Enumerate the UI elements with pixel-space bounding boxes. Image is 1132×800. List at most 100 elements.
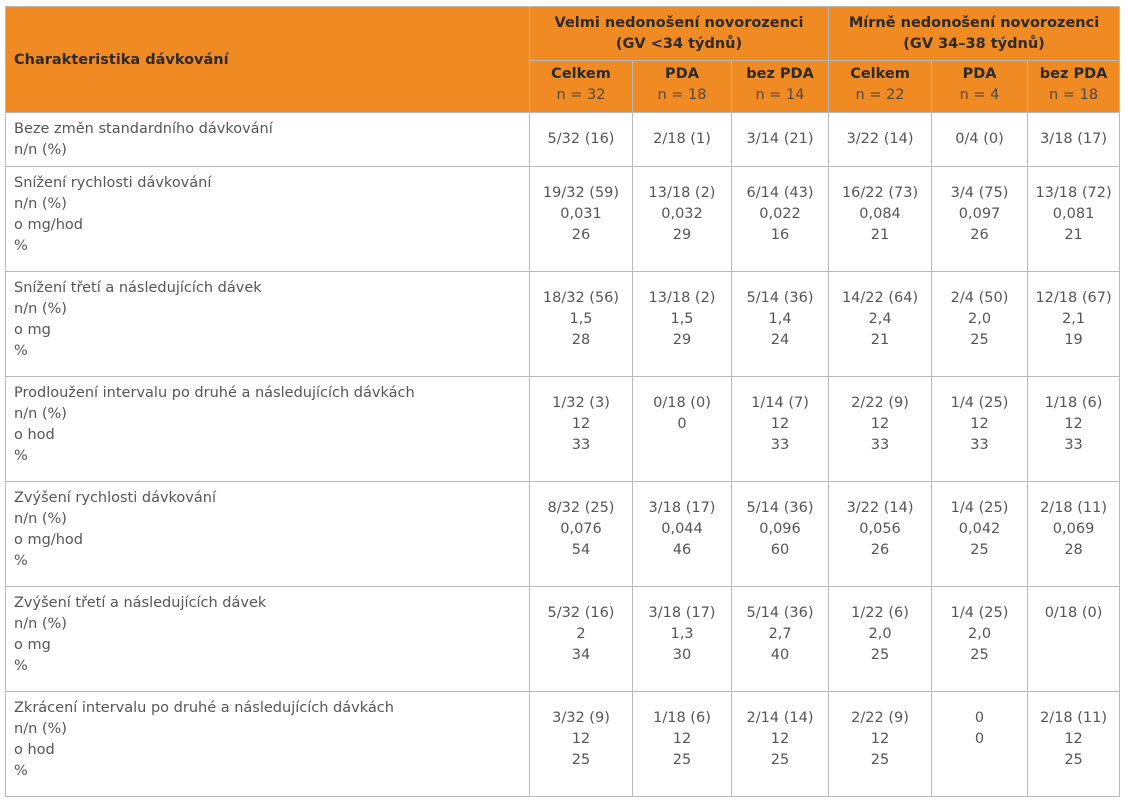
row-label-line: %: [14, 658, 28, 674]
cell-value: 25: [970, 647, 989, 663]
table-cell: 1/4 (25) 12 33: [931, 376, 1029, 482]
cell-value: 2/22 (9): [851, 395, 909, 411]
cell-value: 0,097: [958, 206, 1001, 222]
column-header-n: n = 4: [959, 87, 1000, 103]
cell-value: 12: [571, 416, 591, 432]
cell-value: 60: [770, 542, 790, 558]
cell-value: 5/14 (36): [746, 500, 814, 516]
row-label-line: o mg/hod: [14, 532, 83, 548]
table-cell: 5/14 (36) 2,7 40: [730, 586, 830, 692]
table-row: Zkrácení intervalu po druhé a následujíc…: [5, 691, 1121, 797]
table-cell: 5/32 (16) 2 34: [529, 586, 633, 692]
cell-value: 1/18 (6): [1044, 395, 1103, 411]
group-header-moderately-preterm: Mírně nedonošení novorozenci (GV 34–38 t…: [828, 6, 1121, 61]
cell-value: 33: [970, 437, 989, 453]
cell-value: 21: [870, 332, 890, 348]
cell-value: 5/32 (16): [547, 605, 615, 621]
row-label-line: o hod: [14, 742, 55, 758]
dosing-table-container: Charakteristika dávkování Velmi nedonoše…: [5, 6, 1121, 797]
cell-value: 5/14 (36): [746, 605, 814, 621]
table-cell: 14/22 (64) 2,4 21: [828, 271, 933, 377]
cell-value: 12: [672, 731, 692, 747]
cell-value: 0,081: [1052, 206, 1095, 222]
cell-value: 0/4 (0): [955, 131, 1004, 147]
cell-value: 2: [576, 626, 586, 642]
cell-value: 2,0: [968, 626, 992, 642]
cell-value: 25: [870, 752, 890, 768]
cell-value: 14/22 (64): [841, 290, 919, 306]
table-row: Snížení rychlosti dávkování n/n (%) o mg/h…: [5, 166, 1121, 272]
column-header-label: PDA: [665, 66, 699, 82]
cell-value: 5/14 (36): [746, 290, 814, 306]
table-cell: 1/14 (7) 12 33: [730, 376, 830, 482]
cell-value: 0,069: [1052, 521, 1095, 537]
cell-value: 3/18 (17): [1040, 131, 1108, 147]
row-label-line: %: [14, 553, 28, 569]
subheader-row: Celkem n = 32 PDA n = 18 bez PDA n = 14 Cel…: [6, 60, 1121, 113]
cell-value: 3/32 (9): [552, 710, 610, 726]
table-cell: 13/18 (2) 1,5 29: [632, 271, 732, 377]
table-cell: 0/18 (0) 0: [632, 376, 732, 482]
cell-value: 13/18 (2): [648, 290, 716, 306]
cell-value: 3/18 (17): [648, 605, 716, 621]
row-label-line: o mg: [14, 322, 51, 338]
table-cell: 1/18 (6) 12 25: [632, 691, 732, 797]
table-cell: 12/18 (67) 2,1 19: [1027, 271, 1121, 377]
cell-value: 16: [770, 227, 790, 243]
row-characteristic: Beze změn standardního dávkování n/n (%): [5, 112, 530, 167]
column-header: Celkem n = 22: [828, 60, 933, 113]
column-header-label: PDA: [962, 66, 997, 82]
table-row: Zvýšení rychlosti dávkování n/n (%) o mg/h…: [5, 481, 1121, 587]
table-cell: 2/18 (1): [632, 112, 732, 167]
table-cell: 2/4 (50) 2,0 25: [931, 271, 1029, 377]
table-cell: 19/32 (59) 0,031 26: [529, 166, 633, 272]
column-header: PDA n = 18: [632, 60, 732, 113]
cell-value: 25: [571, 752, 591, 768]
cell-value: 0,031: [560, 206, 602, 222]
cell-value: 0/18 (0): [1044, 605, 1103, 621]
row-label-line: n/n (%): [14, 196, 67, 212]
cell-value: 13/18 (2): [648, 185, 716, 201]
table-cell: 3/22 (14) 0,056 26: [828, 481, 933, 587]
cell-value: 12: [870, 416, 890, 432]
cell-value: 8/32 (25): [547, 500, 615, 516]
row-label-line: %: [14, 238, 28, 254]
cell-value: 12: [770, 731, 790, 747]
group-header-very-preterm-line2: (GV <34 týdnů): [615, 35, 743, 52]
cell-value: 33: [1064, 437, 1083, 453]
cell-value: 1/18 (6): [653, 710, 711, 726]
cell-value: 2/18 (1): [653, 131, 711, 147]
cell-value: 19: [1064, 332, 1083, 348]
cell-value: 33: [870, 437, 890, 453]
row-label-line: Zvýšení třetí a následujících dávek: [14, 595, 267, 611]
table-cell: 0/4 (0): [931, 112, 1029, 167]
table-cell: 2/14 (14) 12 25: [730, 691, 830, 797]
cell-value: 16/22 (73): [841, 185, 919, 201]
cell-value: 40: [770, 647, 790, 663]
cell-value: 28: [1064, 542, 1083, 558]
cell-value: 46: [672, 542, 692, 558]
table-header: Charakteristika dávkování Velmi nedonoše…: [5, 6, 1121, 113]
cell-value: 2,1: [1062, 311, 1086, 327]
cell-value: 2/18 (11): [1040, 500, 1108, 516]
row-label-line: n/n (%): [14, 616, 67, 632]
table-row: Prodloužení intervalu po druhé a následu…: [5, 376, 1121, 482]
row-label-line: n/n (%): [14, 406, 67, 422]
cell-value: 12: [571, 731, 591, 747]
cell-value: 1/4 (25): [950, 605, 1009, 621]
cell-value: 25: [1064, 752, 1083, 768]
cell-value: 28: [571, 332, 591, 348]
table-row: Snížení třetí a následujících dávek n/n (…: [5, 271, 1121, 377]
cell-value: 0,084: [859, 206, 901, 222]
cell-value: 2/14 (14): [746, 710, 814, 726]
column-header-n: n = 18: [657, 87, 707, 103]
column-header-n: n = 22: [855, 87, 905, 103]
cell-value: 25: [870, 647, 890, 663]
table-cell: 1/22 (6) 2,0 25: [828, 586, 933, 692]
row-label-line: %: [14, 343, 28, 359]
cell-value: 25: [770, 752, 790, 768]
cell-value: 2,0: [968, 311, 992, 327]
row-label-line: Snížení rychlosti dávkování: [14, 175, 212, 191]
row-label-line: Zkrácení intervalu po druhé a následujíc…: [14, 700, 394, 716]
cell-value: 30: [672, 647, 692, 663]
